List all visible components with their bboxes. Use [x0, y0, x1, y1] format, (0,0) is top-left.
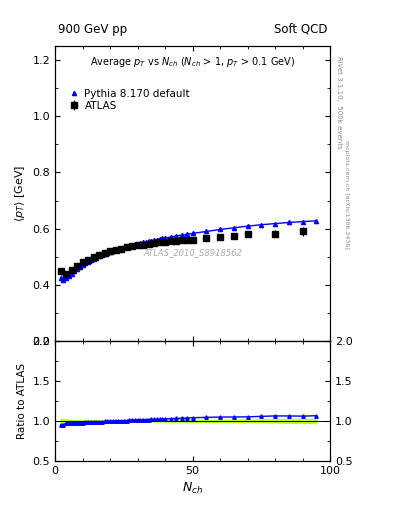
- Pythia 8.170 default: [179, 232, 184, 238]
- Pythia 8.170 default: [245, 223, 250, 229]
- Pythia 8.170 default: [314, 218, 319, 224]
- X-axis label: $N_{ch}$: $N_{ch}$: [182, 481, 203, 496]
- Pythia 8.170 default: [99, 252, 104, 259]
- Text: 900 GeV pp: 900 GeV pp: [58, 23, 127, 36]
- Text: mcplots.cern.ch [arXiv:1306.3436]: mcplots.cern.ch [arXiv:1306.3436]: [344, 140, 349, 249]
- Pythia 8.170 default: [152, 237, 156, 243]
- Y-axis label: $\langle p_T \rangle$ [GeV]: $\langle p_T \rangle$ [GeV]: [13, 165, 27, 222]
- Text: Rivet 3.1.10,  500k events: Rivet 3.1.10, 500k events: [336, 56, 342, 148]
- Text: ATLAS_2010_S8918562: ATLAS_2010_S8918562: [143, 248, 242, 257]
- Pythia 8.170 default: [61, 276, 66, 283]
- Pythia 8.170 default: [58, 275, 63, 281]
- Y-axis label: Ratio to ATLAS: Ratio to ATLAS: [17, 363, 27, 439]
- Text: Average $p_T$ vs $N_{ch}$ ($N_{ch}$ > 1, $p_T$ > 0.1 GeV): Average $p_T$ vs $N_{ch}$ ($N_{ch}$ > 1,…: [90, 55, 295, 69]
- Line: Pythia 8.170 default: Pythia 8.170 default: [59, 219, 318, 282]
- Legend: Pythia 8.170 default, ATLAS: Pythia 8.170 default, ATLAS: [66, 87, 192, 113]
- Text: Soft QCD: Soft QCD: [274, 23, 327, 36]
- Pythia 8.170 default: [146, 238, 151, 244]
- Pythia 8.170 default: [143, 239, 148, 245]
